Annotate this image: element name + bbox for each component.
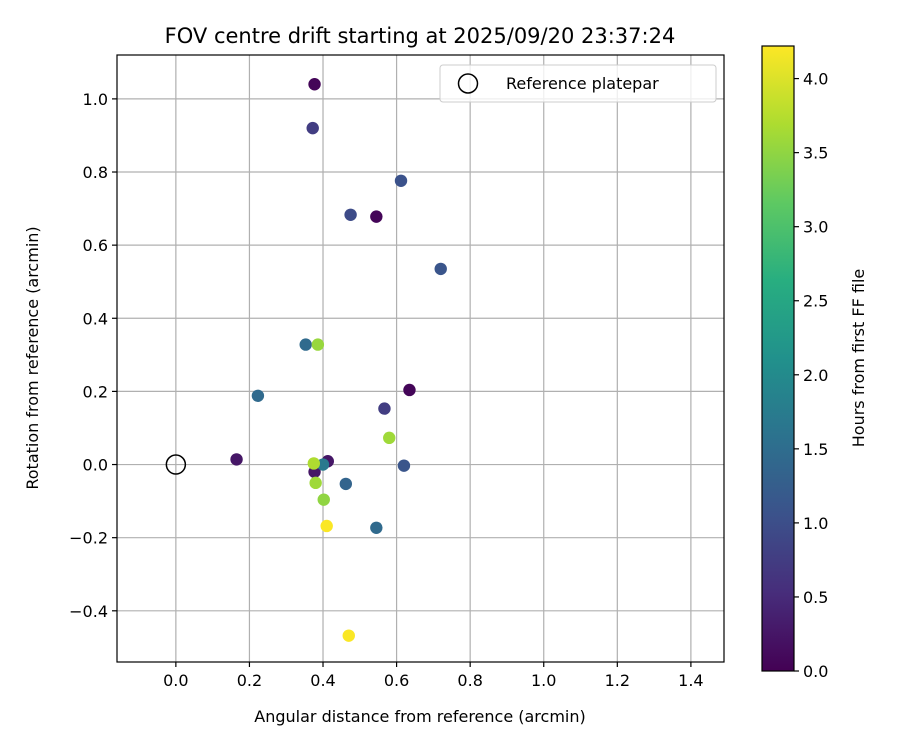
- y-tick-label: −0.2: [69, 529, 108, 548]
- data-point: [251, 389, 265, 402]
- x-tick-label: 1.2: [605, 671, 630, 690]
- legend-marker-reference: [457, 73, 479, 94]
- x-tick-label: 0.4: [310, 671, 335, 690]
- y-axis-ticks: −0.4 −0.2 0.0 0.2 0.4 0.6 0.8 1.0: [69, 90, 117, 621]
- data-point: [308, 78, 321, 91]
- x-axis-ticks: 0.0 0.2 0.4 0.6 0.8 1.0 1.2 1.4: [163, 662, 704, 690]
- colorbar-label: Hours from first FF file: [849, 269, 868, 448]
- y-tick-label: 1.0: [83, 90, 108, 109]
- reference-platepar-marker: [165, 454, 187, 475]
- colorbar-tick-label: 1.0: [803, 514, 828, 533]
- data-point: [320, 519, 333, 533]
- colorbar-tick-label: 1.5: [803, 440, 828, 459]
- data-point: [316, 458, 330, 471]
- colorbar-tick-label: 0.0: [803, 662, 828, 681]
- data-point: [342, 629, 355, 642]
- data-point: [317, 493, 330, 506]
- data-point: [434, 262, 447, 276]
- x-tick-label: 0.2: [237, 671, 262, 690]
- y-tick-label: 0.4: [83, 309, 108, 328]
- x-tick-label: 0.6: [384, 671, 409, 690]
- colorbar-tick-label: 3.5: [803, 144, 828, 163]
- y-axis-label: Rotation from reference (arcmin): [23, 226, 42, 489]
- grid-lines: [117, 55, 724, 662]
- colorbar-tick-label: 3.0: [803, 218, 828, 237]
- x-tick-label: 1.4: [678, 671, 703, 690]
- data-point: [394, 174, 408, 187]
- x-tick-label: 0.0: [163, 671, 188, 690]
- legend-label-reference: Reference platepar: [506, 74, 659, 93]
- data-point: [397, 459, 411, 472]
- plot-background: [117, 55, 724, 662]
- legend-box: [439, 64, 717, 103]
- colorbar-tick-label: 0.5: [803, 588, 828, 607]
- plot-frame: [116, 54, 725, 663]
- data-point: [344, 208, 357, 221]
- data-point: [370, 521, 383, 535]
- colorbar-tick-label: 2.0: [803, 366, 828, 385]
- y-tick-label: 0.0: [83, 456, 108, 475]
- colorbar-gradient: [761, 45, 795, 672]
- y-tick-label: 0.6: [83, 236, 108, 255]
- data-points: [165, 78, 447, 642]
- plot-area: 0.0 0.2 0.4 0.6 0.8 1.0 1.2 1.4 −0.4−0.20.00.20…: [69, 54, 725, 690]
- data-point: [299, 338, 312, 351]
- colorbar-tick-label: 2.5: [803, 292, 828, 311]
- data-point: [230, 453, 243, 466]
- data-point: [339, 477, 353, 491]
- chart-title: FOV centre drift starting at 2025/09/20 …: [165, 24, 676, 48]
- x-axis-label: Angular distance from reference (arcmin): [254, 707, 585, 726]
- data-point: [306, 121, 319, 135]
- data-point: [370, 210, 383, 223]
- y-tick-label: 0.8: [83, 163, 108, 182]
- data-point: [378, 402, 391, 415]
- data-point: [307, 457, 321, 470]
- colorbar-tick-label: 4.0: [803, 70, 828, 89]
- legend: Reference platepar: [439, 64, 717, 103]
- data-point: [311, 338, 325, 351]
- y-tick-label: −0.4: [69, 602, 108, 621]
- data-point: [309, 476, 322, 490]
- data-point: [403, 383, 416, 397]
- colorbar: 0.0 0.5 1.0 1.5 2.0 2.5 3.0 3.5 4.0 Hours from f…: [761, 45, 868, 681]
- x-tick-label: 0.8: [457, 671, 482, 690]
- y-tick-label: 0.2: [83, 382, 108, 401]
- colorbar-ticks: 0.0 0.5 1.0 1.5 2.0 2.5 3.0 3.5 4.0: [794, 70, 828, 681]
- data-point: [383, 431, 396, 445]
- x-tick-label: 1.0: [531, 671, 556, 690]
